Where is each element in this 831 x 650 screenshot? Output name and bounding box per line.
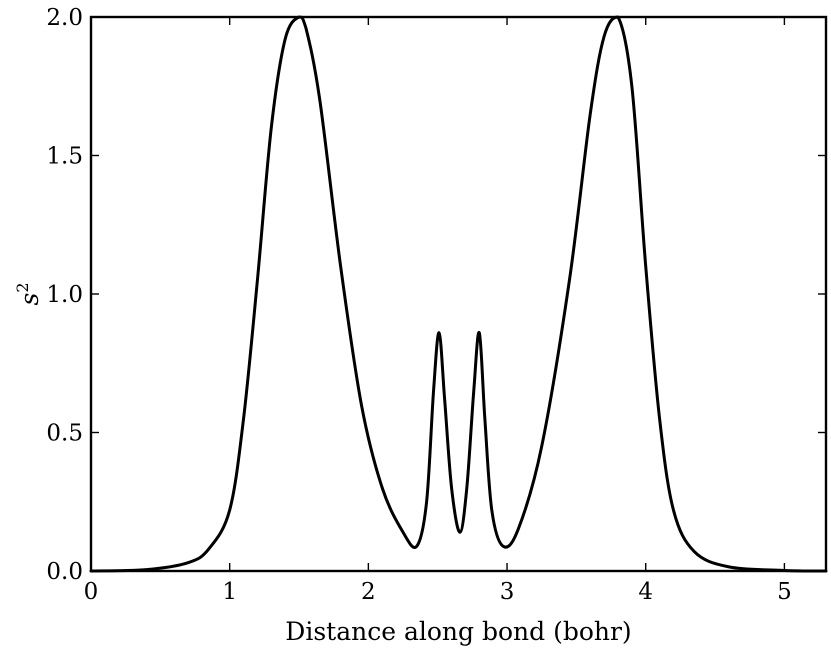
data-point: [339, 265, 341, 267]
data-point: [517, 528, 519, 530]
data-point: [450, 487, 452, 489]
plot-frame: [89, 15, 828, 573]
data-point: [208, 548, 210, 550]
data-point: [603, 35, 605, 37]
series-line: [89, 15, 828, 573]
data-point: [270, 127, 272, 129]
data-point: [438, 332, 440, 334]
data-point: [187, 561, 189, 563]
data-point: [658, 417, 660, 419]
series-layer: [89, 15, 828, 573]
data-point: [672, 509, 674, 511]
data-point: [443, 398, 445, 400]
data-point: [256, 279, 258, 281]
x-tick-label: 3: [500, 579, 515, 605]
data-point: [305, 27, 307, 29]
x-tick-label: 2: [361, 579, 376, 605]
data-point: [228, 509, 230, 511]
x-axis-label: Distance along bond (bohr): [285, 617, 631, 646]
y-axis-label-base: s: [15, 293, 44, 306]
y-axis-label-sup: 2: [13, 282, 32, 292]
data-point: [416, 545, 418, 547]
data-point: [242, 417, 244, 419]
data-point: [541, 445, 543, 447]
data-point: [459, 531, 461, 533]
data-point: [484, 417, 486, 419]
y-axis-label: s2: [13, 282, 44, 305]
y-tick-label: 1.5: [46, 144, 83, 170]
data-point: [319, 99, 321, 101]
data-point: [645, 265, 647, 267]
x-tick-label: 4: [638, 579, 653, 605]
data-point: [693, 550, 695, 552]
y-tick-label: 2.0: [46, 5, 83, 31]
data-point: [425, 501, 427, 503]
data-point: [502, 545, 504, 547]
data-point: [728, 566, 730, 568]
data-point: [432, 390, 434, 392]
data-point: [491, 509, 493, 511]
data-point: [631, 85, 633, 87]
data-point: [473, 390, 475, 392]
x-tick-label: 1: [222, 579, 237, 605]
data-point: [360, 404, 362, 406]
data-point: [478, 332, 480, 334]
data-point: [589, 113, 591, 115]
data-point: [466, 487, 468, 489]
data-point: [568, 279, 570, 281]
data-point: [381, 487, 383, 489]
tick-labels: 0 1 2 3 4 5 0.0 0.5 1.0 1.5 2.0: [46, 5, 791, 605]
y-tick-label: 1.0: [46, 282, 83, 308]
data-point: [402, 531, 404, 533]
data-point: [284, 38, 286, 40]
x-tick-label: 5: [777, 579, 792, 605]
x-tick-label: 0: [84, 579, 99, 605]
tick-marks: [90, 16, 826, 572]
y-tick-label: 0.0: [46, 559, 83, 585]
y-tick-label: 0.5: [46, 421, 83, 447]
